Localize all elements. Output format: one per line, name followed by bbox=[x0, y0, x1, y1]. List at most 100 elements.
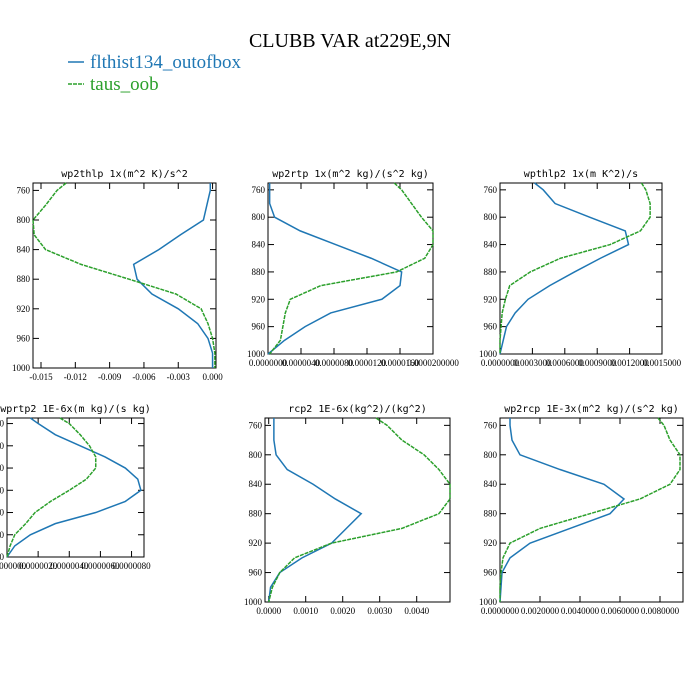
x-tick-label: 0.0030 bbox=[367, 606, 392, 616]
y-tick-label: 800 bbox=[0, 441, 5, 451]
x-tick-label: -0.006 bbox=[132, 372, 156, 382]
x-tick-label: 0.0040 bbox=[404, 606, 429, 616]
plot-frame bbox=[32, 182, 217, 369]
y-tick-label: 840 bbox=[17, 245, 31, 255]
x-tick-label: 0.0000040 bbox=[50, 561, 89, 571]
x-tick-label: -0.009 bbox=[98, 372, 122, 382]
panel-title: wp2rcp 1E-3x(m^2 kg)/(s^2 kg) bbox=[504, 404, 679, 415]
panel-title: wpthlp2 1x(m K^2)/s bbox=[524, 169, 638, 180]
plot-frame bbox=[499, 182, 663, 355]
y-tick-label: 760 bbox=[252, 185, 266, 195]
y-tick-label: 1000 bbox=[244, 597, 263, 607]
y-tick-label: 1000 bbox=[0, 552, 5, 562]
y-tick-label: 800 bbox=[252, 212, 266, 222]
x-tick-label: 0.0000000 bbox=[481, 358, 520, 368]
y-tick-label: 800 bbox=[249, 450, 263, 460]
legend-label: taus_oob bbox=[90, 74, 159, 95]
x-tick-label: 0.0000160 bbox=[381, 358, 420, 368]
x-tick-label: 0.0000000 bbox=[481, 606, 520, 616]
x-tick-label: 0.0040000 bbox=[561, 606, 600, 616]
y-tick-label: 880 bbox=[0, 485, 5, 495]
series-line bbox=[499, 418, 626, 603]
y-tick-label: 1000 bbox=[479, 597, 498, 607]
x-tick-label: 0.0080000 bbox=[641, 606, 680, 616]
x-tick-label: 0.0000120 bbox=[348, 358, 387, 368]
x-tick-label: 0.0020000 bbox=[521, 606, 560, 616]
x-tick-label: 0.0000200000 bbox=[407, 358, 459, 368]
x-tick-label: -0.015 bbox=[29, 372, 53, 382]
x-tick-label: 0.0000 bbox=[256, 606, 281, 616]
y-tick-label: 840 bbox=[252, 240, 266, 250]
x-tick-label: 0.0010 bbox=[293, 606, 318, 616]
x-tick-label: 0.0009000 bbox=[578, 358, 617, 368]
series-line bbox=[32, 182, 216, 368]
y-tick-label: 840 bbox=[484, 479, 498, 489]
plot-frame bbox=[264, 417, 451, 603]
x-tick-label: 0.0000020 bbox=[19, 561, 58, 571]
x-tick-label: 0.0000080 bbox=[315, 358, 354, 368]
y-tick-label: 880 bbox=[252, 267, 266, 277]
y-tick-label: 920 bbox=[252, 294, 266, 304]
x-tick-label: 0.0006000 bbox=[546, 358, 585, 368]
plot-frame bbox=[6, 417, 145, 558]
panel-title: wp2thlp 1x(m^2 K)/s^2 bbox=[61, 169, 187, 180]
y-tick-label: 960 bbox=[484, 568, 498, 578]
panel-title: wp2rtp 1x(m^2 kg)/(s^2 kg) bbox=[272, 169, 429, 180]
y-tick-label: 960 bbox=[252, 322, 266, 332]
panel-title: rcp2 1E-6x(kg^2)/(kg^2) bbox=[288, 404, 426, 415]
y-tick-label: 920 bbox=[249, 538, 263, 548]
y-tick-label: 880 bbox=[484, 509, 498, 519]
y-tick-label: 880 bbox=[17, 274, 31, 284]
series-line bbox=[499, 182, 651, 354]
y-tick-label: 920 bbox=[17, 304, 31, 314]
y-tick-label: 760 bbox=[484, 420, 498, 430]
y-tick-label: 760 bbox=[484, 185, 498, 195]
panel-title: wprtp2 1E-6x(m kg)/(s kg) bbox=[0, 404, 151, 415]
y-tick-label: 880 bbox=[249, 509, 263, 519]
x-tick-label: 0.0015000 bbox=[643, 358, 682, 368]
x-tick-label: 0.0003000 bbox=[513, 358, 552, 368]
y-tick-label: 920 bbox=[484, 538, 498, 548]
y-tick-label: 920 bbox=[0, 508, 5, 518]
y-tick-label: 840 bbox=[249, 479, 263, 489]
series-line bbox=[132, 183, 214, 368]
y-tick-label: 960 bbox=[17, 333, 31, 343]
y-tick-label: 760 bbox=[0, 419, 5, 429]
series-line bbox=[269, 182, 434, 355]
x-tick-label: -0.012 bbox=[64, 372, 87, 382]
x-tick-label: 0.0000040 bbox=[282, 358, 321, 368]
x-tick-label: 0.0000000 bbox=[249, 358, 288, 368]
y-tick-label: 760 bbox=[17, 185, 31, 195]
series-line bbox=[6, 417, 97, 558]
x-tick-label: 0.0020 bbox=[330, 606, 355, 616]
series-line bbox=[499, 182, 630, 355]
y-tick-label: 1000 bbox=[12, 363, 31, 373]
series-line bbox=[6, 417, 142, 558]
legend-label: flthist134_outofbox bbox=[90, 52, 241, 73]
plot-frame bbox=[499, 417, 684, 603]
y-tick-label: 880 bbox=[484, 267, 498, 277]
x-tick-label: 0.0000060 bbox=[81, 561, 120, 571]
y-tick-label: 800 bbox=[17, 215, 31, 225]
x-tick-label: 0.000 bbox=[202, 372, 223, 382]
y-tick-label: 1000 bbox=[479, 349, 498, 359]
series-line bbox=[267, 183, 403, 355]
y-tick-label: 1000 bbox=[247, 349, 266, 359]
series-line bbox=[267, 417, 451, 603]
x-tick-label: 0.0000080 bbox=[112, 561, 151, 571]
x-tick-label: -0.003 bbox=[167, 372, 191, 382]
x-tick-label: 0.0060000 bbox=[601, 606, 640, 616]
figure-title: CLUBB VAR at229E,9N bbox=[249, 30, 451, 52]
x-tick-label: 0.0000000 bbox=[0, 561, 27, 571]
y-tick-label: 840 bbox=[0, 463, 5, 473]
plot-frame bbox=[267, 182, 434, 355]
y-tick-label: 960 bbox=[0, 530, 5, 540]
y-tick-label: 840 bbox=[484, 240, 498, 250]
x-tick-label: 0.0012000 bbox=[610, 358, 649, 368]
series-line bbox=[499, 417, 681, 602]
y-tick-label: 960 bbox=[249, 568, 263, 578]
series-line bbox=[267, 418, 363, 603]
y-tick-label: 800 bbox=[484, 212, 498, 222]
